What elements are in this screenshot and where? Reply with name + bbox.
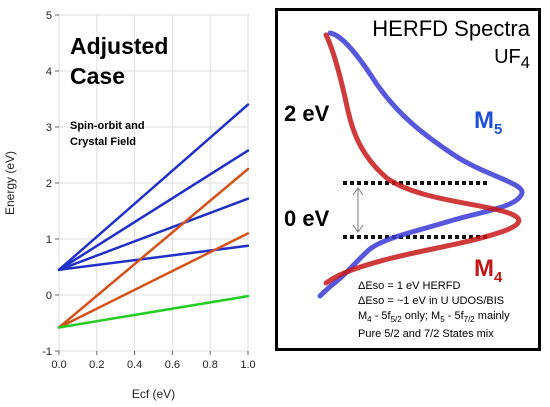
chart-title-line1: Adjusted [70,33,169,59]
m4-label: M4 [474,255,502,286]
y-tick-label: 4 [46,66,52,78]
series-line-1 [57,103,250,272]
x-tick-label: 1.0 [240,359,255,371]
delta-arrow-head-bottom [352,224,364,233]
m4-label-base: M [474,255,494,282]
label-2ev: 2 eV [284,101,330,126]
note-3-d-sub: 7/2 [463,315,475,325]
herfd-title-line1: HERFD Spectra [372,16,530,41]
note-3-d: - 5f [444,310,464,322]
note-3-b-sub: 5/2 [390,315,402,325]
chart-subtitle: Spin-orbit and Crystal Field [70,118,145,150]
y-tick-label: 3 [46,122,52,134]
chart-title-line2: Case [70,63,125,89]
series-line-2 [57,149,250,272]
note-3-a-sub: 4 [367,315,372,325]
herfd-panel: HERFD Spectra UF4 2 eV 0 eV M5 M4 ΔEso =… [275,8,541,351]
x-tick-label: 0.4 [127,359,142,371]
note-3: M4 - 5f5/2 only; M5 - 5f7/2 mainly [358,309,510,327]
y-tick-label: 1 [46,234,52,246]
series-line-6 [57,232,250,329]
x-axis-label: Ecf (eV) [132,387,175,401]
delta-arrow-head-top [352,187,364,196]
y-tick-label: -1 [42,346,52,358]
y-axis-label: Energy (eV) [3,151,17,215]
series-line-5 [57,167,250,329]
series-line-3 [57,197,250,272]
chart-subtitle-line1: Spin-orbit and [70,120,145,132]
note-3-e: mainly [474,310,510,322]
note-2: ΔEso = ~1 eV in U UDOS/BIS [358,295,505,307]
m5-label-base: M [474,107,494,134]
x-tick-label: 0.0 [51,359,66,371]
m5-label-sub: 5 [494,120,503,138]
note-1: ΔEso = 1 eV HERFD [358,280,461,292]
label-0ev: 0 eV [284,206,330,231]
herfd-plot [317,30,525,299]
note-3-b: - 5f [371,310,391,322]
herfd-title-compound: UF [494,46,521,68]
herfd-title: HERFD Spectra UF4 [372,15,530,77]
herfd-title-subscript: 4 [520,53,530,72]
chart-series [57,103,250,329]
note-3-c: only; M [401,310,441,322]
herfd-title-line2: UF4 [372,43,530,77]
chart-title: Adjusted Case [70,31,168,91]
x-tick-label: 0.8 [203,359,218,371]
m5-label: M5 [474,107,502,138]
series-line-7 [57,294,250,329]
note-4: Pure 5/2 and 7/2 States mix [358,328,494,341]
x-tick-label: 0.2 [89,359,104,371]
x-tick-label: 0.6 [165,359,180,371]
note-3-a: M [358,310,368,322]
m4-spectrum [323,32,522,286]
notes: ΔEso = 1 eV HERFD ΔEso = ~1 eV in U UDOS… [358,279,510,342]
y-tick-label: 5 [46,10,52,22]
chart-axes: -1 0 1 2 3 4 5 0.0 0.2 0.4 0.6 0.8 1.0 Ecf (eV) Energy… [3,10,256,401]
note-3-c-sub: 5 [440,315,445,325]
y-tick-label: 2 [46,178,52,190]
m4-label-sub: 4 [494,268,503,286]
chart-subtitle-line2: Crystal Field [70,136,137,148]
y-tick-label: 0 [46,290,52,302]
